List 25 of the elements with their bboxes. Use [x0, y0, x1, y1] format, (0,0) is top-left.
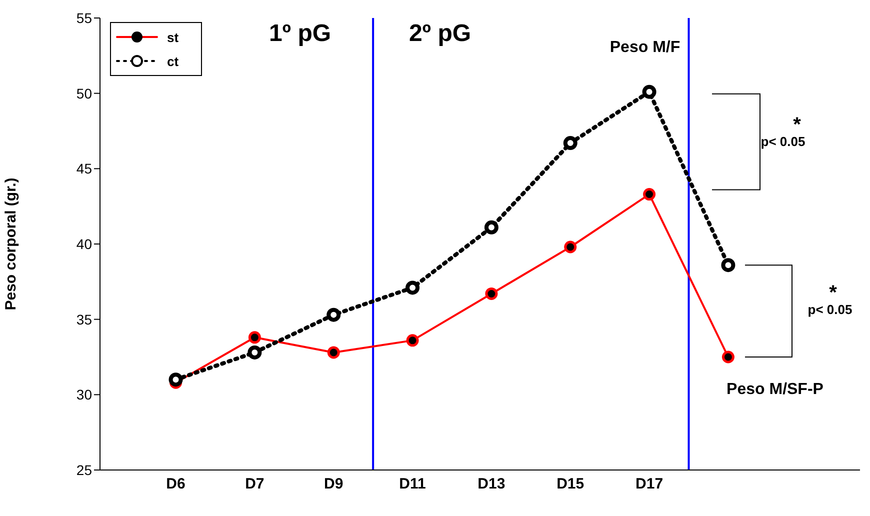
y-tick-label: 35 — [76, 311, 92, 328]
annotation: Peso M/F — [610, 39, 680, 56]
y-tick-label: 25 — [76, 462, 92, 478]
text: p< 0.05 — [808, 302, 852, 317]
annotation: Peso M/SF-P — [726, 381, 824, 398]
text: * — [793, 114, 801, 136]
y-tick-label: 55 — [76, 10, 92, 26]
legend-label: ct — [167, 54, 180, 69]
annotation: 2º pG — [408, 20, 472, 47]
x-tick-label: D7 — [245, 476, 264, 493]
text: * — [829, 282, 837, 304]
x-tick-label: D6 — [166, 476, 186, 493]
x-tick-label: D13 — [478, 476, 506, 493]
legend-label: st — [167, 30, 180, 45]
x-tick-label: D11 — [399, 476, 426, 493]
y-axis-title: Peso corporal (gr.) — [2, 178, 20, 310]
annotation: 1º pG — [268, 20, 332, 47]
y-tick-label: 45 — [76, 160, 92, 177]
x-tick-label: D9 — [324, 476, 344, 493]
x-tick-label: D15 — [556, 476, 584, 493]
y-tick-label: 30 — [76, 386, 92, 403]
y-tick-label: 50 — [76, 85, 92, 102]
annotation: p< 0.05 — [760, 134, 806, 149]
y-tick-label: 40 — [76, 236, 92, 252]
x-tick-label: D17 — [636, 476, 664, 493]
